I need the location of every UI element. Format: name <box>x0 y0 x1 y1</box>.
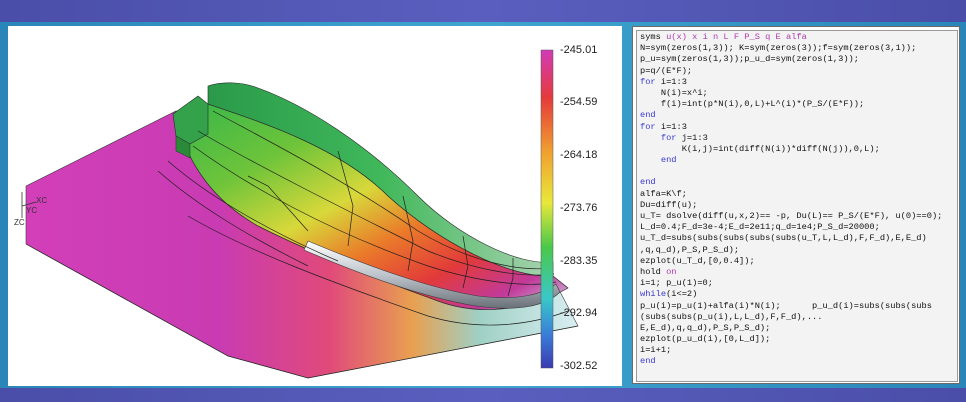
code-token: for <box>640 76 661 87</box>
code-token: end <box>640 155 677 166</box>
code-token: K(i,j)=int(diff(N(i))*diff(N(j)),0,L); <box>640 143 880 154</box>
code-line: p_u(i)=p_u(1)+alfa(i)*N(i); p_u_d(i)=sub… <box>640 301 942 312</box>
code-token: Du=diff(u); <box>640 199 698 210</box>
code-line: p_u=sym(zeros(1,3));p_u_d=sym(zeros(1,3)… <box>640 54 942 65</box>
code-token: u(x) x i n L F P_S q E alfa <box>666 32 807 42</box>
code-line: L_d=0.4;F_d=3e-4;E_d=2e11;q_d=1e4;P_S_d=… <box>640 222 942 233</box>
mesh-lines <box>157 110 569 326</box>
code-token: end <box>640 110 656 121</box>
code-line: end <box>640 356 942 367</box>
bottom-banner <box>0 388 966 402</box>
code-line: syms u(x) x i n L F P_S q E alfa <box>640 32 942 43</box>
axis-label-xc: XC <box>36 196 48 205</box>
code-token: while <box>640 289 667 300</box>
fea-viewport[interactable]: -245.01 -254.59 -264.18 -273.76 -283.35 … <box>8 26 622 386</box>
code-token: on <box>666 266 677 277</box>
code-line: ,q,q_d),P_S,P_S_d); <box>640 245 942 256</box>
code-line: end <box>640 177 942 188</box>
code-line: ezplot(p_u_d(i),[0,L_d]); <box>640 334 942 345</box>
code-line: (subs(subs(p_u(i),L,L_d),F,F_d),... <box>640 312 942 323</box>
code-line: for i=1:3 <box>640 77 942 88</box>
code-token: f(i)=int(p*N(i),0,L)+L^(i)*(P_S/(E*F)); <box>640 99 865 110</box>
stamped-part-contour-plot <box>21 49 579 379</box>
code-line: p=q/(E*F); <box>640 66 942 77</box>
code-token: p_u(i)=p_u(1)+alfa(i)*N(i); p_u_d(i)=sub… <box>640 300 932 311</box>
code-token: i=1:3 <box>660 76 687 87</box>
code-line: E,E_d),q,q_d),P_S,P_S_d); <box>640 323 942 334</box>
code-line: Du=diff(u); <box>640 200 942 211</box>
code-token: ,q,q_d),P_S,P_S_d); <box>640 244 740 255</box>
code-line: ezplot(u_T_d,[0,0.4]); <box>640 256 942 267</box>
code-line: for j=1:3 <box>640 133 942 144</box>
code-token: alfa=K\f; <box>640 188 687 199</box>
code-token: end <box>640 177 656 188</box>
code-token: i=1; p_u(1)=0; <box>640 278 713 289</box>
code-token: hold <box>640 266 667 277</box>
code-token: for <box>640 121 661 132</box>
code-token: N(i)=x^i; <box>640 87 708 98</box>
code-line: i=1; p_u(1)=0; <box>640 278 942 289</box>
code-token: p_u=sym(zeros(1,3));p_u_d=sym(zeros(1,3)… <box>640 54 859 65</box>
code-lines: syms u(x) x i n L F P_S q E alfa N=sym(ze… <box>640 32 942 368</box>
code-token: for <box>640 132 682 143</box>
code-editor[interactable]: syms u(x) x i n L F P_S q E alfa N=sym(ze… <box>636 30 958 382</box>
code-line: hold on <box>640 267 942 278</box>
code-token: i=1:3 <box>660 121 687 132</box>
code-line: f(i)=int(p*N(i),0,L)+L^(i)*(P_S/(E*F)); <box>640 99 942 110</box>
code-line: K(i,j)=int(diff(N(i))*diff(N(j)),0,L); <box>640 144 942 155</box>
code-line <box>640 166 942 177</box>
upper-wall <box>207 82 554 277</box>
code-token: ezplot(u_T_d,[0,0.4]); <box>640 255 755 266</box>
code-line: u_T= dsolve(diff(u,x,2)== -p, Du(L)== P_… <box>640 211 942 222</box>
code-token: L_d=0.4;F_d=3e-4;E_d=2e11;q_d=1e4;P_S_d=… <box>640 222 880 233</box>
code-token: N=sym(zeros(1,3)); K=sym(zeros(3));f=sym… <box>640 43 917 54</box>
left-tab-face <box>175 135 191 159</box>
top-banner <box>0 0 966 22</box>
rim-edge <box>303 240 561 309</box>
code-line: u_T_d=subs(subs(subs(subs(subs(u_T,L,L_d… <box>640 233 942 244</box>
code-line: while(i<=2) <box>640 289 942 300</box>
legend-label-6: -292.94 <box>560 307 598 319</box>
code-token: p=q/(E*F); <box>640 65 693 76</box>
code-token: syms <box>640 32 667 42</box>
legend-label-3: -264.18 <box>560 149 598 161</box>
legend-label-1: -245.01 <box>560 44 598 56</box>
code-line: N(i)=x^i; <box>640 88 942 99</box>
code-line: alfa=K\f; <box>640 189 942 200</box>
code-line: N=sym(zeros(1,3)); K=sym(zeros(3));f=sym… <box>640 43 942 54</box>
code-line: i=i+1; <box>640 345 942 356</box>
left-tab <box>172 95 209 145</box>
legend-label-4: -273.76 <box>560 202 598 214</box>
code-token: u_T_d=subs(subs(subs(subs(subs(u_T,L,L_d… <box>640 233 927 244</box>
code-token: (subs(subs(p_u(i),L,L_d),F,F_d),... <box>640 311 823 322</box>
code-token: j=1:3 <box>681 132 708 143</box>
code-token: i=i+1; <box>640 345 672 356</box>
coordinate-triad <box>21 192 37 218</box>
axis-label-yc: YC <box>26 206 38 215</box>
color-legend-bar <box>540 49 554 369</box>
code-line: end <box>640 110 942 121</box>
code-line: for i=1:3 <box>640 122 942 133</box>
code-token: ezplot(p_u_d(i),[0,L_d]); <box>640 334 771 345</box>
code-token: E,E_d),q,q_d),P_S,P_S_d); <box>640 322 771 333</box>
code-token: u_T= dsolve(diff(u,x,2)== -p, Du(L)== P_… <box>640 211 943 221</box>
code-line: end <box>640 155 942 166</box>
legend-label-7: -302.52 <box>560 360 598 372</box>
legend-label-2: -254.59 <box>560 96 598 108</box>
matlab-code-panel: syms u(x) x i n L F P_S q E alfa N=sym(ze… <box>632 26 960 384</box>
legend-label-5: -283.35 <box>560 255 598 267</box>
code-token: (i<=2) <box>666 289 698 300</box>
code-token: end <box>640 356 656 367</box>
axis-label-zc: ZC <box>14 218 25 227</box>
